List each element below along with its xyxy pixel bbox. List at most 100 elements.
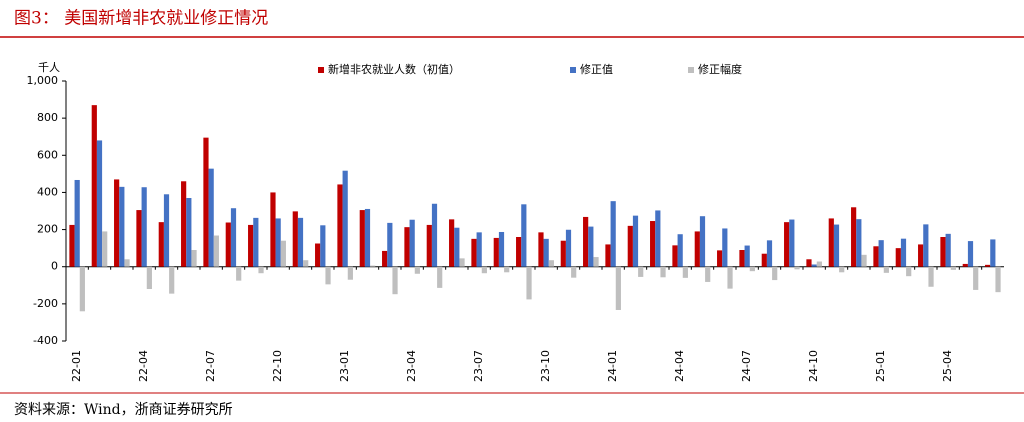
bar [861, 254, 867, 267]
y-tick-label: -200 [33, 297, 58, 310]
bar [638, 266, 644, 277]
bar [990, 239, 996, 267]
legend-label: 新增非农就业人数（初值） [328, 62, 460, 76]
bar [449, 219, 455, 267]
x-tick-label: 23-07 [472, 350, 485, 382]
bar [414, 266, 420, 274]
y-tick-label: -400 [33, 334, 58, 347]
bar [248, 224, 254, 267]
bar [119, 186, 125, 267]
bar [481, 266, 487, 274]
bar [967, 241, 974, 267]
chart-title: 图3： 美国新增非农就业修正情况 [14, 9, 268, 29]
bar [426, 224, 432, 267]
bar [727, 266, 733, 289]
bar [124, 259, 130, 267]
bar [588, 226, 594, 267]
bar [900, 238, 907, 267]
bar [816, 261, 822, 267]
bar [682, 266, 688, 278]
bar [571, 266, 577, 278]
bar [387, 222, 393, 267]
x-tick-label: 23-01 [338, 350, 351, 382]
bar [565, 229, 572, 267]
bar [191, 250, 197, 267]
legend-swatch [318, 67, 324, 73]
bar [583, 216, 589, 267]
bar [655, 210, 661, 267]
bar [213, 235, 219, 267]
bar [995, 266, 1001, 293]
bar [973, 266, 979, 290]
bar [722, 228, 728, 267]
bar [605, 244, 611, 267]
bar [749, 266, 755, 272]
bar [74, 179, 80, 267]
y-tick-label: 1,000 [27, 74, 59, 87]
bar [186, 198, 192, 267]
bar [526, 266, 532, 300]
bar [504, 266, 510, 273]
y-tick-label: 600 [37, 148, 58, 161]
bar [806, 259, 812, 267]
x-tick-label: 24-04 [673, 350, 686, 382]
x-tick-label: 23-10 [539, 350, 552, 382]
bar [632, 215, 639, 267]
bar [141, 187, 147, 267]
bar [203, 137, 209, 267]
bar [548, 260, 554, 267]
bar [208, 168, 214, 267]
bar [543, 238, 549, 267]
bar [158, 222, 164, 267]
y-axis-label: 千人 [38, 61, 60, 74]
y-tick-label: 800 [37, 111, 58, 124]
bar [560, 240, 566, 267]
bar [660, 266, 666, 278]
legend-label: 修正值 [580, 62, 613, 76]
bar [672, 245, 678, 267]
bar [275, 218, 281, 267]
bar [538, 232, 544, 267]
bar [705, 266, 711, 282]
bar [79, 266, 85, 312]
bar [459, 258, 465, 267]
bar [320, 225, 326, 267]
bar [883, 266, 889, 273]
x-tick-label: 24-01 [606, 350, 619, 382]
bar [851, 207, 857, 267]
bar [895, 248, 901, 267]
legend-swatch [688, 67, 694, 73]
bar [627, 225, 633, 267]
bar [270, 192, 276, 267]
x-tick-label: 22-07 [204, 350, 217, 382]
bar [114, 179, 120, 267]
bar [392, 266, 398, 295]
bar [476, 232, 482, 267]
bar [940, 237, 946, 267]
bar [454, 227, 460, 267]
bar [431, 203, 438, 267]
bar [163, 194, 170, 267]
x-tick-label: 23-04 [405, 350, 418, 382]
legend-swatch [570, 67, 576, 73]
bar [744, 245, 750, 267]
bar [146, 266, 152, 289]
x-tick-label: 25-01 [874, 350, 887, 382]
bar [928, 266, 934, 287]
bar [739, 250, 745, 267]
bar [593, 257, 599, 267]
bar [950, 266, 956, 270]
y-tick-label: 0 [51, 260, 58, 273]
bar [225, 222, 231, 267]
bar [471, 238, 477, 267]
bar [409, 219, 415, 267]
bar [856, 219, 862, 267]
bar [962, 263, 968, 267]
bar [315, 243, 321, 267]
x-tick-label: 25-04 [941, 350, 954, 382]
bar [521, 204, 527, 267]
bar [364, 208, 371, 267]
bar [878, 240, 884, 267]
bar [918, 244, 924, 267]
bar [699, 216, 706, 267]
